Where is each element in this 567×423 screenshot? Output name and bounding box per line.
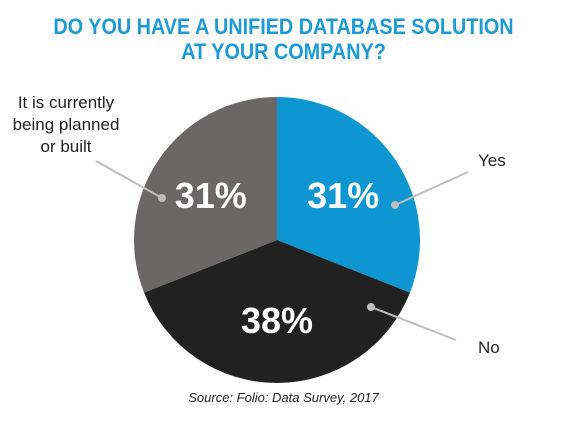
slice-value-label-2: 38%: [241, 300, 313, 341]
pie-slice-2: [144, 240, 410, 384]
slice-value-label-3: 31%: [175, 175, 247, 216]
leader-line-1: [394, 171, 469, 206]
pie-slice-3: [133, 97, 277, 293]
leader-dot-3: [158, 194, 166, 202]
chart-title-line-2: AT YOUR COMPANY?: [181, 39, 386, 64]
slice-category-label-1: Yes: [478, 151, 506, 170]
slice-category-label-2: No: [478, 338, 500, 357]
slice-value-label-1: 31%: [307, 175, 379, 216]
chart-source: Source: Folio: Data Survey, 2017: [188, 390, 379, 405]
chart-title-line-1: DO YOU HAVE A UNIFIED DATABASE SOLUTION: [53, 14, 514, 39]
leader-line-3: [95, 160, 163, 199]
leader-dot-2: [367, 303, 375, 311]
leader-line-2: [370, 306, 457, 341]
chart-title: DO YOU HAVE A UNIFIED DATABASE SOLUTION …: [28, 14, 538, 64]
slice-category-label-3: It is currently being planned or built: [13, 93, 120, 156]
leader-dot-1: [391, 201, 399, 209]
pie-slice-1: [277, 97, 421, 293]
